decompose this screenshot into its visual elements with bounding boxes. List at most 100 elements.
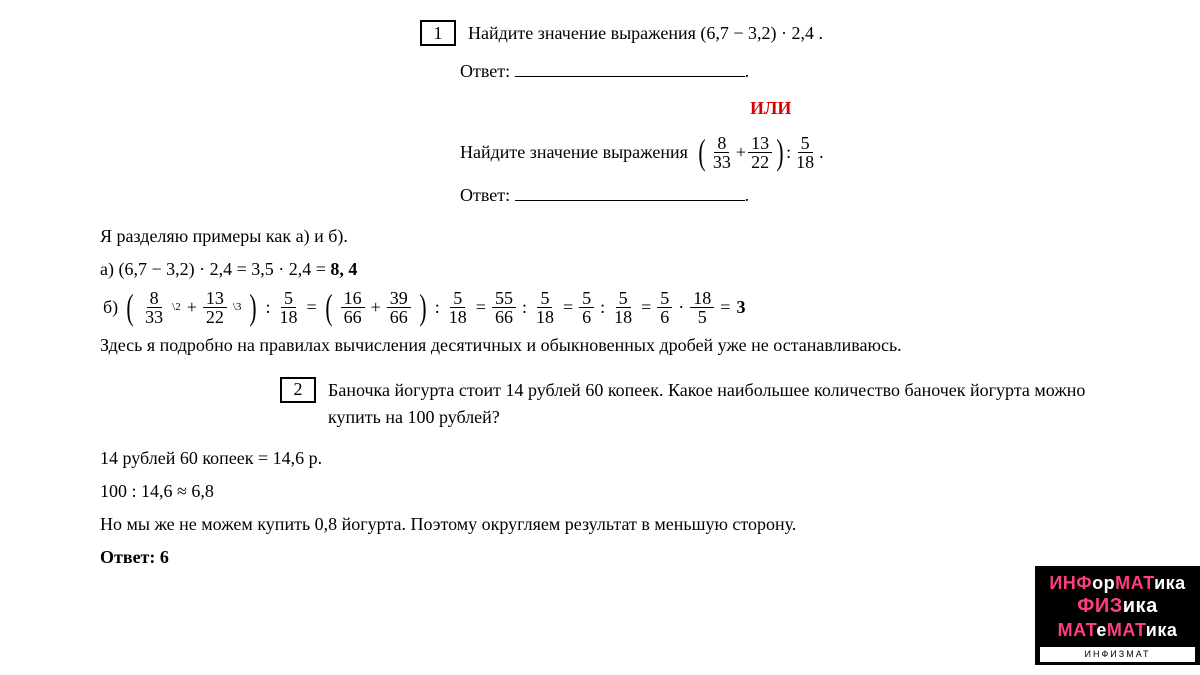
- solution-block: Я разделяю примеры как а) и б). а) (6,7 …: [100, 223, 1100, 359]
- answer-line-1: Ответ: .: [460, 57, 1100, 85]
- fraction: 1322: [203, 289, 227, 326]
- logo-seg: МАТ: [1058, 620, 1097, 640]
- fraction: 518: [446, 289, 470, 326]
- fraction: 1322: [748, 134, 772, 171]
- problem-number-box: 2: [280, 377, 316, 403]
- logo-seg: ФИЗ: [1077, 595, 1122, 617]
- numerator: 5: [537, 289, 552, 308]
- logo-seg: ор: [1092, 573, 1115, 593]
- answer-blank: [515, 57, 745, 77]
- denominator: 18: [446, 308, 470, 326]
- denominator: 6: [657, 308, 672, 326]
- logo-seg: МАТ: [1107, 620, 1146, 640]
- problem-1-header: 1 Найдите значение выражения (6,7 − 3,2)…: [420, 20, 1100, 47]
- problem-2-header: 2 Баночка йогурта стоит 14 рублей 60 коп…: [280, 377, 1100, 431]
- logo-line-3: МАТеМАТика: [1039, 619, 1196, 642]
- fraction: 185: [690, 289, 714, 326]
- p2-line2: 100 : 14,6 ≈ 6,8: [100, 478, 1100, 505]
- fraction: 833: [710, 134, 734, 171]
- logo-line-1: ИНФорМАТика: [1039, 572, 1196, 595]
- left-paren: (: [127, 289, 134, 325]
- denominator: 18: [793, 153, 817, 171]
- problem-1-text: Найдите значение выражения (6,7 − 3,2) ·…: [468, 20, 823, 47]
- solution-2: 14 рублей 60 копеек = 14,6 р. 100 : 14,6…: [100, 445, 1100, 571]
- numerator: 8: [147, 289, 162, 308]
- numerator: 5: [579, 289, 594, 308]
- plus: +: [736, 139, 746, 166]
- numerator: 55: [492, 289, 516, 308]
- sol-b-answer: 3: [736, 294, 745, 321]
- sol-a-answer: 8, 4: [330, 259, 357, 279]
- left-paren: (: [325, 289, 332, 325]
- fraction: 5566: [492, 289, 516, 326]
- denominator: 18: [533, 308, 557, 326]
- numerator: 13: [203, 289, 227, 308]
- logo-seg: ика: [1146, 620, 1178, 640]
- numerator: 5: [450, 289, 465, 308]
- answer-line-2: Ответ: .: [460, 181, 1100, 209]
- numerator: 5: [281, 289, 296, 308]
- problem-1b-text: Найдите значение выражения ( 833 + 1322 …: [460, 134, 1100, 171]
- logo-line-2: ФИЗика: [1039, 594, 1196, 619]
- p2-line1: 14 рублей 60 копеек = 14,6 р.: [100, 445, 1100, 472]
- b-label: б): [103, 294, 118, 321]
- superscript: \3: [233, 299, 242, 316]
- p2-answer: Ответ: 6: [100, 544, 1100, 571]
- fraction: 518: [793, 134, 817, 171]
- fraction: 56: [579, 289, 594, 326]
- fraction: 518: [276, 289, 300, 326]
- right-paren: ): [250, 289, 257, 325]
- denominator: 33: [142, 308, 166, 326]
- numerator: 8: [714, 134, 729, 153]
- numerator: 5: [798, 134, 813, 153]
- logo-seg: ика: [1123, 595, 1158, 617]
- denominator: 66: [492, 308, 516, 326]
- denominator: 33: [710, 153, 734, 171]
- p2-line3: Но мы же не можем купить 0,8 йогурта. По…: [100, 511, 1100, 538]
- right-paren: ): [776, 134, 783, 170]
- denominator: 5: [695, 308, 710, 326]
- denominator: 22: [203, 308, 227, 326]
- solution-b: б) ( 833\2 + 1322\3 ) : 518 = ( 1666 + 3…: [100, 289, 1100, 326]
- denominator: 66: [341, 308, 365, 326]
- problem-2-text: Баночка йогурта стоит 14 рублей 60 копее…: [328, 377, 1100, 431]
- solution-a: а) (6,7 − 3,2) · 2,4 = 3,5 · 2,4 = 8, 4: [100, 256, 1100, 283]
- logo-seg: ика: [1154, 573, 1186, 593]
- logo-subtitle: ИНФИЗМАТ: [1039, 646, 1196, 664]
- left-paren: (: [698, 134, 705, 170]
- task-prefix: Найдите значение выражения: [460, 139, 688, 166]
- fraction: 3966: [387, 289, 411, 326]
- logo-seg: ИНФ: [1049, 573, 1092, 593]
- solution-note: Здесь я подробно на правилах вычисления …: [100, 332, 1100, 359]
- fraction: 518: [611, 289, 635, 326]
- colon: :: [786, 139, 791, 166]
- numerator: 5: [616, 289, 631, 308]
- fraction: 1666: [341, 289, 365, 326]
- answer-blank: [515, 181, 745, 201]
- period: .: [819, 139, 824, 166]
- denominator: 18: [611, 308, 635, 326]
- numerator: 5: [657, 289, 672, 308]
- logo-badge: ИНФорМАТика ФИЗика МАТеМАТика ИНФИЗМАТ: [1035, 566, 1200, 666]
- answer-label: Ответ:: [460, 185, 510, 205]
- superscript: \2: [172, 299, 181, 316]
- denominator: 18: [276, 308, 300, 326]
- denominator: 22: [748, 153, 772, 171]
- right-paren: ): [419, 289, 426, 325]
- answer-value: 6: [160, 547, 169, 567]
- logo-seg: МАТ: [1115, 573, 1154, 593]
- numerator: 13: [748, 134, 772, 153]
- answer-label: Ответ:: [100, 547, 160, 567]
- numerator: 16: [341, 289, 365, 308]
- logo-seg: е: [1096, 620, 1107, 640]
- answer-label: Ответ:: [460, 61, 510, 81]
- numerator: 18: [690, 289, 714, 308]
- fraction: 56: [657, 289, 672, 326]
- solution-intro: Я разделяю примеры как а) и б).: [100, 223, 1100, 250]
- problem-number-box: 1: [420, 20, 456, 46]
- numerator: 39: [387, 289, 411, 308]
- denominator: 66: [387, 308, 411, 326]
- fraction: 833: [142, 289, 166, 326]
- denominator: 6: [579, 308, 594, 326]
- sol-a-expr: а) (6,7 − 3,2) · 2,4 = 3,5 · 2,4 =: [100, 259, 330, 279]
